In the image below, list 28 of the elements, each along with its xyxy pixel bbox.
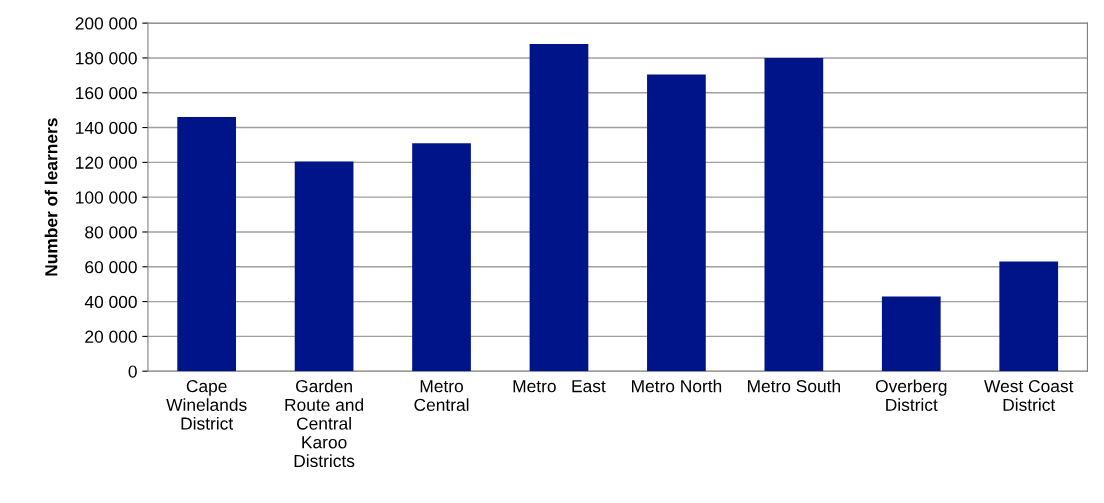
y-tick-label: 200 000 [75, 17, 137, 30]
bar [294, 161, 354, 372]
y-tick-label: 0 [128, 365, 137, 378]
x-tick-label: Metro South [747, 379, 841, 393]
y-axis-title: Number of learners [44, 118, 58, 276]
y-tick-label: 180 000 [76, 52, 137, 65]
y-tick-label: 120 000 [76, 156, 137, 169]
x-tick-label: West Coast District [984, 380, 1074, 411]
y-tick-label: 60 000 [85, 260, 137, 274]
bar [881, 296, 941, 372]
bar [177, 117, 237, 372]
x-tick-label: Garden Route and Central Karoo Districts [285, 379, 364, 468]
x-tick-label: Metro Central [414, 380, 469, 411]
y-tick-label: 160 000 [76, 86, 137, 100]
bar [647, 74, 706, 372]
y-tick-label: 80 000 [85, 226, 137, 239]
bar [412, 143, 471, 372]
y-tick-label: 100 000 [76, 191, 137, 204]
y-tick-label: 40 000 [84, 295, 137, 309]
x-tick-label: Metro North [632, 379, 722, 393]
y-tick-label: 140 000 [76, 121, 137, 135]
x-tick-label: Cape Winelands District [166, 380, 247, 430]
bar [529, 44, 589, 372]
x-tick-label: Metro East [513, 380, 606, 393]
x-tick-label: Overberg District [875, 379, 947, 411]
bar [999, 261, 1059, 372]
y-tick-label: 20 000 [85, 330, 137, 343]
bar [764, 57, 824, 372]
